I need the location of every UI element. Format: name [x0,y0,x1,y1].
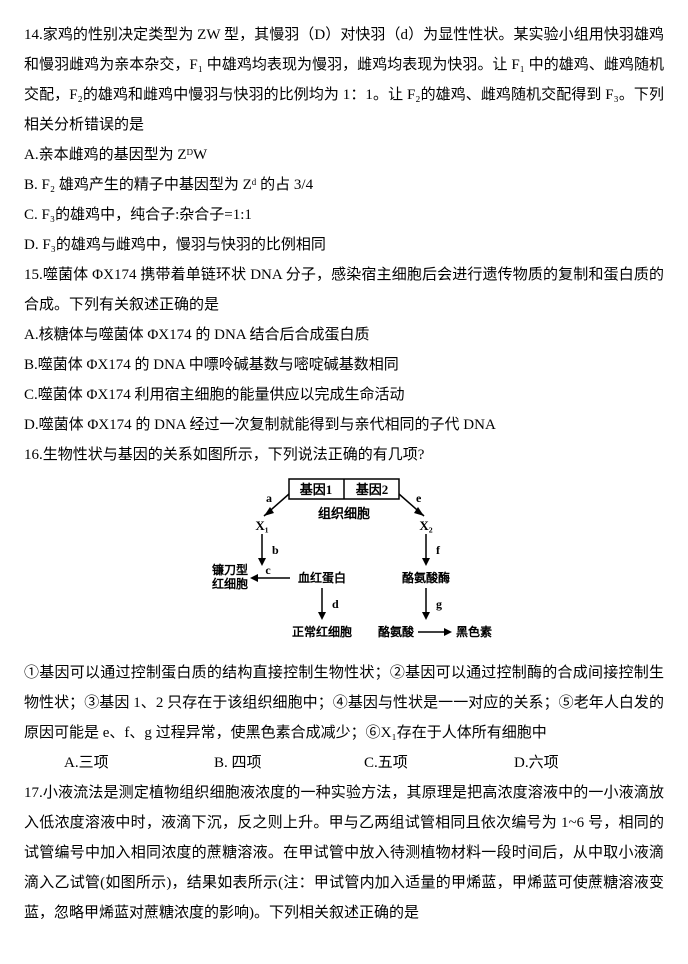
q16-opt-d: D.六项 [514,748,664,778]
svg-text:b: b [272,543,279,557]
q15-opt-d: D.噬菌体 ΦX174 的 DNA 经过一次复制就能得到与亲代相同的子代 DNA [24,410,664,440]
svg-text:a: a [266,491,272,505]
svg-text:酪氨酸酶: 酪氨酸酶 [402,570,450,585]
svg-text:组织细胞: 组织细胞 [318,506,370,521]
svg-text:正常红细胞: 正常红细胞 [292,624,352,639]
q15-opt-c: C.噬菌体 ΦX174 利用宿主细胞的能量供应以完成生命活动 [24,380,664,410]
svg-text:酪氨酸: 酪氨酸 [378,624,415,639]
svg-text:X₁: X₁ [255,518,268,533]
q16-opt-b: B. 四项 [214,748,364,778]
svg-text:d: d [332,597,339,611]
q14-opt-d: D. F₃的雄鸡与雌鸡中，慢羽与快羽的比例相同 [24,230,664,260]
q14-opt-a: A.亲本雌鸡的基因型为 ZᴰW [24,140,664,170]
svg-text:c: c [265,563,271,577]
q16-opt-a: A.三项 [24,748,214,778]
q17-stem: 17.小液流法是测定植物组织细胞液浓度的一种实验方法，其原理是把高浓度溶液中的一… [24,778,664,928]
q15-opt-b: B.噬菌体 ΦX174 的 DNA 中嘌呤碱基数与嘧啶碱基数相同 [24,350,664,380]
svg-text:黑色素: 黑色素 [456,624,492,639]
svg-text:红细胞: 红细胞 [212,576,248,591]
q16-statements: ①基因可以通过控制蛋白质的结构直接控制生物性状；②基因可以通过控制酶的合成间接控… [24,658,664,748]
q15-stem: 15.噬菌体 ΦX174 携带着单链环状 DNA 分子，感染宿主细胞后会进行遗传… [24,260,664,320]
svg-text:f: f [436,543,441,557]
q14-stem: 14.家鸡的性别决定类型为 ZW 型，其慢羽（D）对快羽（d）为显性性状。某实验… [24,20,664,140]
svg-text:基因2: 基因2 [355,482,389,497]
svg-text:镰刀型: 镰刀型 [212,562,248,577]
svg-text:e: e [416,491,422,505]
svg-text:基因1: 基因1 [299,482,333,497]
q14-opt-b: B. F₂ 雄鸡产生的精子中基因型为 Zᵈ 的占 3/4 [24,170,664,200]
q16-options: A.三项 B. 四项 C.五项 D.六项 [24,748,664,778]
q16-stem: 16.生物性状与基因的关系如图所示，下列说法正确的有几项? [24,440,664,470]
q15-opt-a: A.核糖体与噬菌体 ΦX174 的 DNA 结合后合成蛋白质 [24,320,664,350]
q16-diagram: 基因1 基因2 组织细胞 a e X₁ X₂ b f 镰刀型 红细胞 c 血红蛋… [24,474,664,654]
svg-text:血红蛋白: 血红蛋白 [298,570,346,585]
svg-text:g: g [436,597,442,611]
q14-opt-c: C. F₃的雄鸡中，纯合子:杂合子=1:1 [24,200,664,230]
svg-text:X₂: X₂ [419,518,432,533]
q16-opt-c: C.五项 [364,748,514,778]
